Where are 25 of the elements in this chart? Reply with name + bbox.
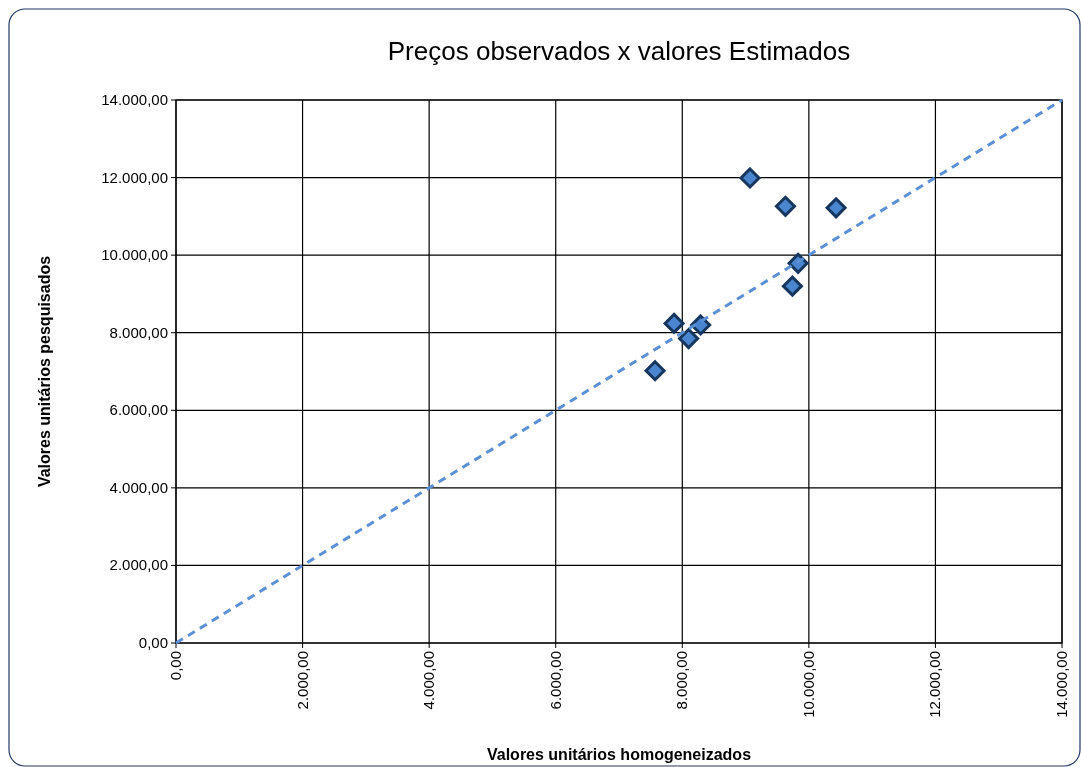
x-tick-label: 12.000,00 — [926, 651, 944, 718]
point — [678, 328, 700, 350]
x-tick-label: 14.000,00 — [1053, 651, 1070, 718]
x-tick-label: 4.000,00 — [420, 651, 438, 710]
point — [825, 197, 847, 219]
y-tick-label: 6.000,00 — [109, 401, 168, 419]
x-tick-label: 6.000,00 — [546, 651, 564, 710]
point — [774, 195, 796, 217]
y-tick-label: 8.000,00 — [109, 323, 168, 341]
chart-title: Preços observados x valores Estimados — [387, 36, 851, 66]
y-axis-title: Valores unitários pesquisados — [36, 255, 53, 488]
y-tick-label: 4.000,00 — [109, 478, 168, 496]
point — [739, 167, 761, 189]
y-tick-label: 14.000,00 — [101, 91, 168, 108]
x-tick-label: 2.000,00 — [293, 651, 311, 710]
y-tick-label: 12.000,00 — [101, 168, 168, 186]
x-tick-label: 10.000,00 — [799, 651, 817, 718]
y-tick-label: 10.000,00 — [101, 246, 168, 264]
point — [781, 275, 803, 297]
point — [644, 360, 666, 382]
point — [663, 312, 685, 334]
x-tick-label: 8.000,00 — [673, 651, 691, 710]
x-axis-title: Valores unitários homogeneizados — [486, 746, 752, 763]
y-tick-label: 2.000,00 — [109, 556, 168, 574]
y-tick-label: 0,00 — [138, 634, 168, 651]
